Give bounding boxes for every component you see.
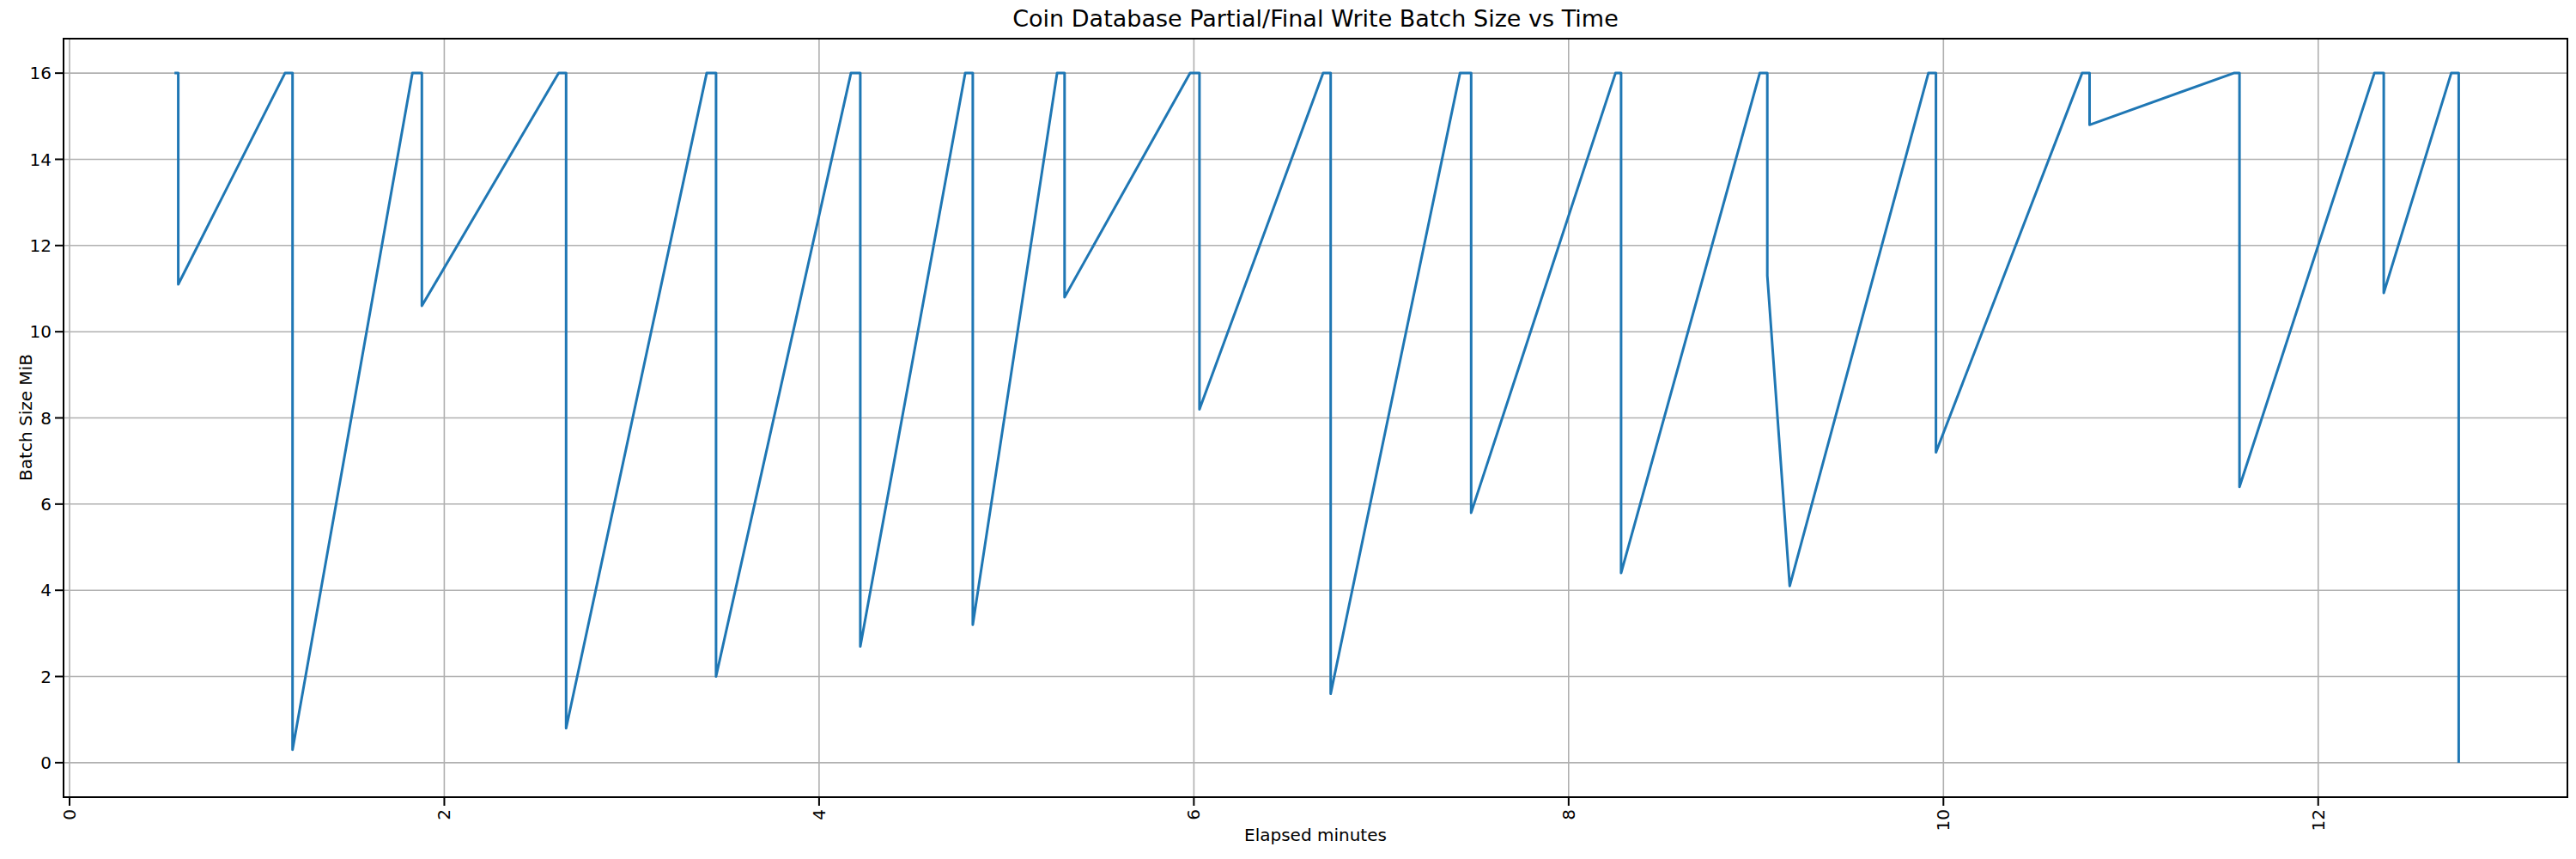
y-tick-label: 0 — [40, 752, 52, 773]
x-tick-label: 8 — [1558, 809, 1579, 820]
y-tick-label: 6 — [40, 494, 52, 515]
x-tick-label: 0 — [59, 809, 80, 820]
x-tick-label: 6 — [1183, 809, 1204, 820]
y-tick-label: 12 — [30, 235, 52, 256]
x-tick-label: 4 — [809, 809, 829, 820]
y-tick-label: 14 — [30, 149, 52, 170]
y-tick-label: 2 — [40, 667, 52, 687]
y-tick-label: 8 — [40, 408, 52, 429]
y-tick-label: 16 — [30, 63, 52, 83]
x-axis-label: Elapsed minutes — [64, 825, 2567, 845]
y-tick-label: 10 — [30, 321, 52, 342]
x-tick-label: 2 — [434, 809, 454, 820]
plot-svg: 0246810120246810121416 — [0, 0, 2576, 859]
chart-title: Coin Database Partial/Final Write Batch … — [64, 5, 2567, 33]
y-tick-label: 4 — [40, 580, 52, 600]
figure: 0246810120246810121416 Coin Database Par… — [0, 0, 2576, 859]
y-axis-label: Batch Size MiB — [15, 354, 36, 481]
